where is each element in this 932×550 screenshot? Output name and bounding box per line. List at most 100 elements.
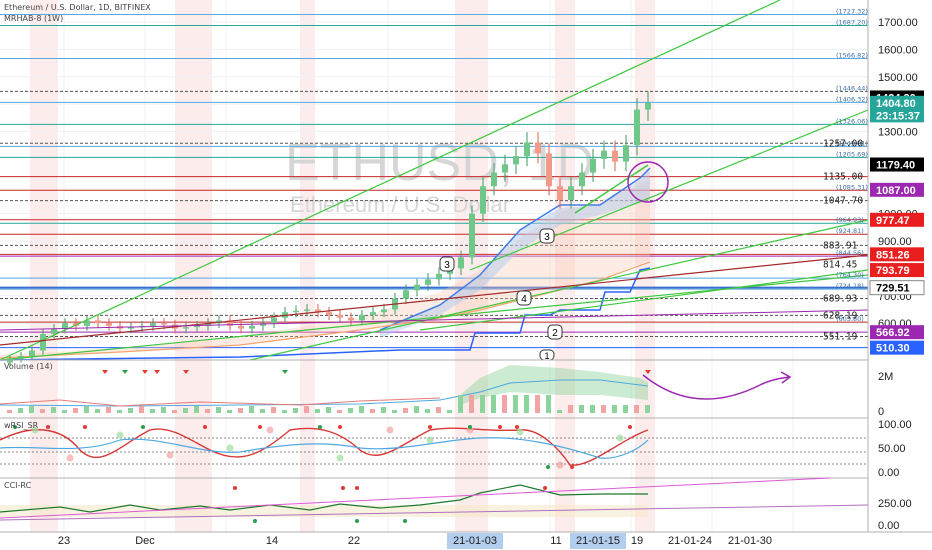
wrsi-marker [570, 465, 574, 469]
cci-marker [253, 519, 257, 523]
date-label: 11 [550, 535, 561, 547]
price-tag-label: 1087.00 [876, 185, 916, 197]
wave-label: 3 [439, 256, 455, 272]
level-label: 1135.00 [823, 172, 863, 183]
price-tag [870, 212, 924, 227]
date-label: 21-01-30 [728, 535, 772, 547]
volume-bar [326, 407, 331, 413]
price-tag [870, 325, 924, 340]
time-axis[interactable]: 23 Dec 14 22 11 19 21-01-24 21-01-30 21-01-03 21-… [58, 533, 772, 549]
wrsi-blob [266, 426, 274, 434]
date-label: 21-01-15 [576, 535, 620, 547]
candle-body [513, 156, 519, 165]
volume-bar [205, 409, 210, 413]
candle-body [502, 164, 508, 173]
price-tick: 1500.00 [878, 72, 918, 84]
level-label: 883.91 [823, 240, 858, 251]
volume-bar [535, 395, 540, 413]
small-level-label: (964.93) [836, 216, 864, 224]
wrsi-tick: 0.00 [878, 467, 899, 479]
trendline [419, 269, 869, 331]
volume-bar [238, 408, 243, 413]
small-level-label: (724.18) [836, 282, 864, 290]
cci-marker [403, 519, 407, 523]
small-level-label: (764.30) [836, 271, 864, 279]
svg-text:1: 1 [544, 351, 549, 361]
volume-bar [447, 410, 452, 413]
volume-marker [282, 370, 288, 374]
volume-bar [579, 405, 584, 413]
cci-marker [355, 486, 359, 490]
ma-line [379, 167, 651, 331]
price-tag [870, 157, 924, 172]
wrsi-tick: 50.00 [878, 443, 906, 455]
volume-annotation-arrow [780, 371, 792, 384]
wrsi-marker [498, 425, 502, 429]
cci-marker [341, 486, 345, 490]
volume-bar [590, 405, 595, 413]
volume-bar [480, 395, 485, 413]
wrsi-marker [258, 425, 262, 429]
candle-body [425, 279, 431, 285]
highlight-band [30, 0, 58, 532]
wrsi-label: wRSI_SR [4, 421, 39, 430]
price-tag [869, 280, 925, 296]
trendlines [0, 0, 869, 361]
date-highlight [447, 533, 503, 549]
price-tag-label: 1404.80 [876, 98, 916, 110]
volume-bar [315, 409, 320, 413]
cci-pane [0, 477, 869, 523]
volume-bar [282, 410, 287, 413]
trendline [0, 0, 781, 361]
volume-bar [359, 406, 364, 413]
date-label: 22 [348, 535, 360, 547]
wrsi-blob [226, 444, 234, 452]
small-level-label: (844.56) [836, 249, 864, 257]
candle-body [535, 142, 541, 154]
small-level-label: (1727.32) [836, 8, 868, 16]
price-tag-label: 1179.40 [876, 160, 915, 172]
volume-bar [513, 395, 518, 413]
cci-tick: 0.00 [878, 520, 899, 532]
volume-bar [348, 408, 353, 413]
wave-label: 2 [547, 324, 563, 340]
wrsi-marker [13, 425, 17, 429]
price-tag [870, 247, 924, 262]
candle-body [40, 334, 46, 351]
wave-label: 4 [516, 290, 532, 306]
wrsi-blob [516, 428, 524, 436]
date-highlight [570, 533, 626, 549]
circle-annotation[interactable] [627, 161, 669, 203]
trendline [249, 219, 869, 361]
volume-bar [392, 410, 397, 413]
price-tag-label: 793.79 [876, 265, 910, 277]
wrsi-marker [318, 425, 322, 429]
candle-body [106, 323, 112, 326]
volume-bar [403, 408, 408, 413]
wrsi-marker [628, 425, 632, 429]
price-tag [870, 182, 924, 197]
small-level-label: (1245.81) [836, 139, 868, 147]
price-tag-label: 977.47 [876, 215, 910, 227]
cci-trend [0, 477, 831, 519]
trendline [0, 254, 869, 346]
candle-body [359, 314, 365, 321]
candle-body [568, 186, 574, 200]
candle-body [370, 312, 376, 315]
volume-bar [18, 408, 23, 413]
level-label: 1047.70 [823, 196, 863, 207]
candle-body [403, 290, 409, 299]
volume-bar [117, 410, 122, 413]
volume-bar [293, 408, 298, 413]
candle-body [480, 186, 486, 214]
volume-bar [183, 408, 188, 413]
wrsi-blob [556, 461, 564, 469]
candle-body [645, 102, 651, 110]
volume-bar [546, 395, 551, 413]
volume-bar [458, 395, 463, 413]
small-level-labels: (1727.32) (1687.20) (1566.82) (1446.44) (140… [836, 8, 868, 324]
candle-body [579, 172, 585, 187]
wave-label: 3 [539, 228, 555, 244]
candle-body [524, 142, 530, 157]
price-tags: 1424.301404.8023:15:371179.401087.00977.… [869, 90, 925, 355]
